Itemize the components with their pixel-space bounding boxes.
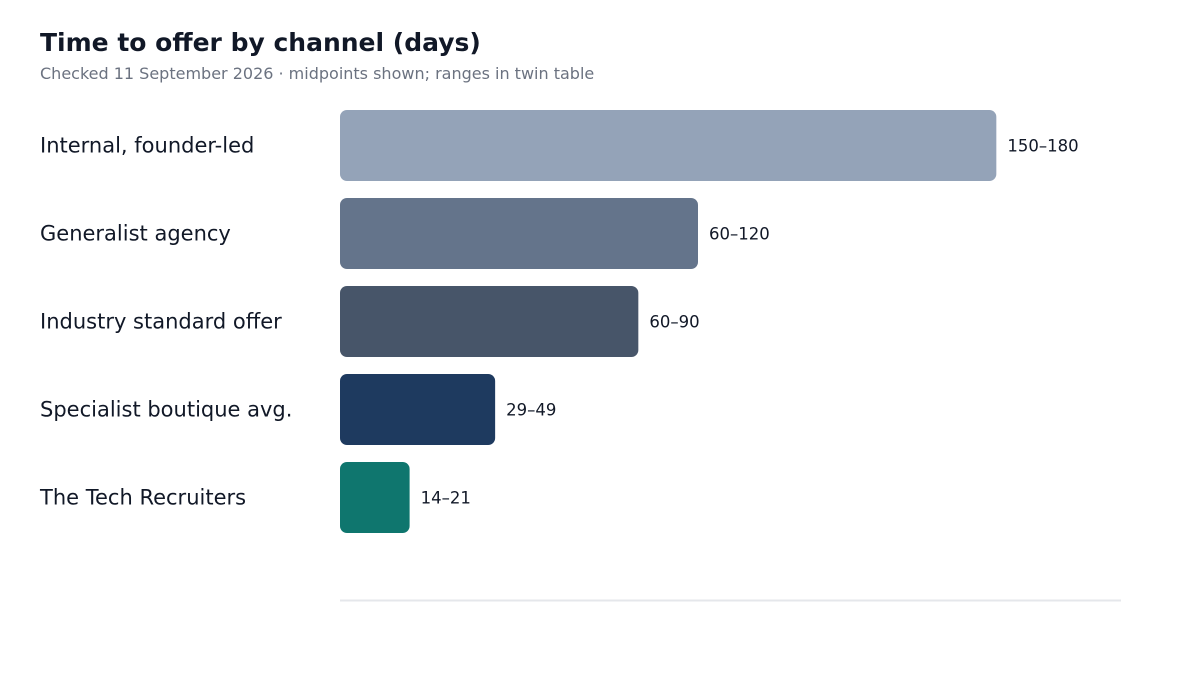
value-label: 14–21 bbox=[421, 489, 471, 508]
category-label: Specialist boutique avg. bbox=[40, 398, 292, 422]
value-label: 150–180 bbox=[1007, 137, 1078, 156]
chart-subtitle: Checked 11 September 2026 · midpoints sh… bbox=[40, 64, 595, 83]
bar bbox=[340, 198, 698, 269]
value-label: 60–90 bbox=[649, 313, 699, 332]
value-label: 29–49 bbox=[506, 401, 556, 420]
category-label: Generalist agency bbox=[40, 222, 231, 246]
bar bbox=[340, 110, 997, 181]
bar bbox=[340, 286, 639, 357]
category-label: Internal, founder-led bbox=[40, 134, 254, 158]
chart-title: Time to offer by channel (days) bbox=[40, 28, 481, 57]
category-label: The Tech Recruiters bbox=[39, 486, 246, 510]
bars-group: Internal, founder-led 150–180 Generalist a… bbox=[39, 110, 1079, 533]
bar bbox=[340, 462, 410, 533]
category-label: Industry standard offer bbox=[40, 310, 282, 334]
bar bbox=[340, 374, 496, 445]
value-label: 60–120 bbox=[709, 225, 770, 244]
